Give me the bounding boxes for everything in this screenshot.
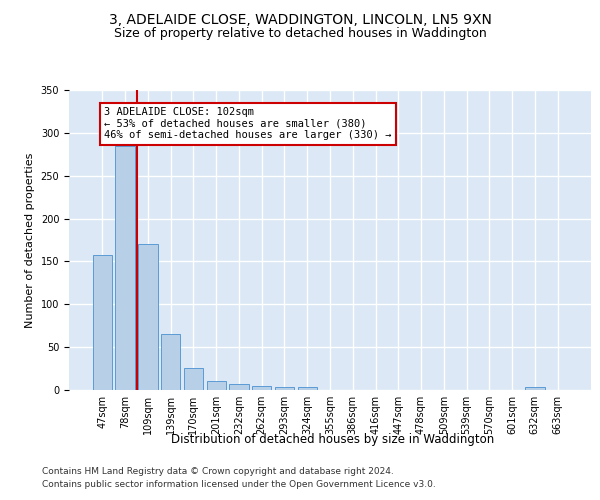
Bar [525, 388, 545, 390]
Bar [161, 334, 181, 390]
Bar [93, 256, 112, 390]
Text: Contains HM Land Registry data © Crown copyright and database right 2024.: Contains HM Land Registry data © Crown c… [42, 467, 394, 476]
Bar [229, 384, 248, 390]
Text: 3 ADELAIDE CLOSE: 102sqm
← 53% of detached houses are smaller (380)
46% of semi-: 3 ADELAIDE CLOSE: 102sqm ← 53% of detach… [104, 107, 392, 140]
Bar [275, 388, 294, 390]
Y-axis label: Number of detached properties: Number of detached properties [25, 152, 35, 328]
Text: Distribution of detached houses by size in Waddington: Distribution of detached houses by size … [172, 432, 494, 446]
Bar [115, 146, 135, 390]
Bar [138, 244, 158, 390]
Text: 3, ADELAIDE CLOSE, WADDINGTON, LINCOLN, LN5 9XN: 3, ADELAIDE CLOSE, WADDINGTON, LINCOLN, … [109, 12, 491, 26]
Bar [184, 368, 203, 390]
Text: Size of property relative to detached houses in Waddington: Size of property relative to detached ho… [113, 28, 487, 40]
Bar [298, 388, 317, 390]
Text: Contains public sector information licensed under the Open Government Licence v3: Contains public sector information licen… [42, 480, 436, 489]
Bar [206, 382, 226, 390]
Bar [252, 386, 271, 390]
